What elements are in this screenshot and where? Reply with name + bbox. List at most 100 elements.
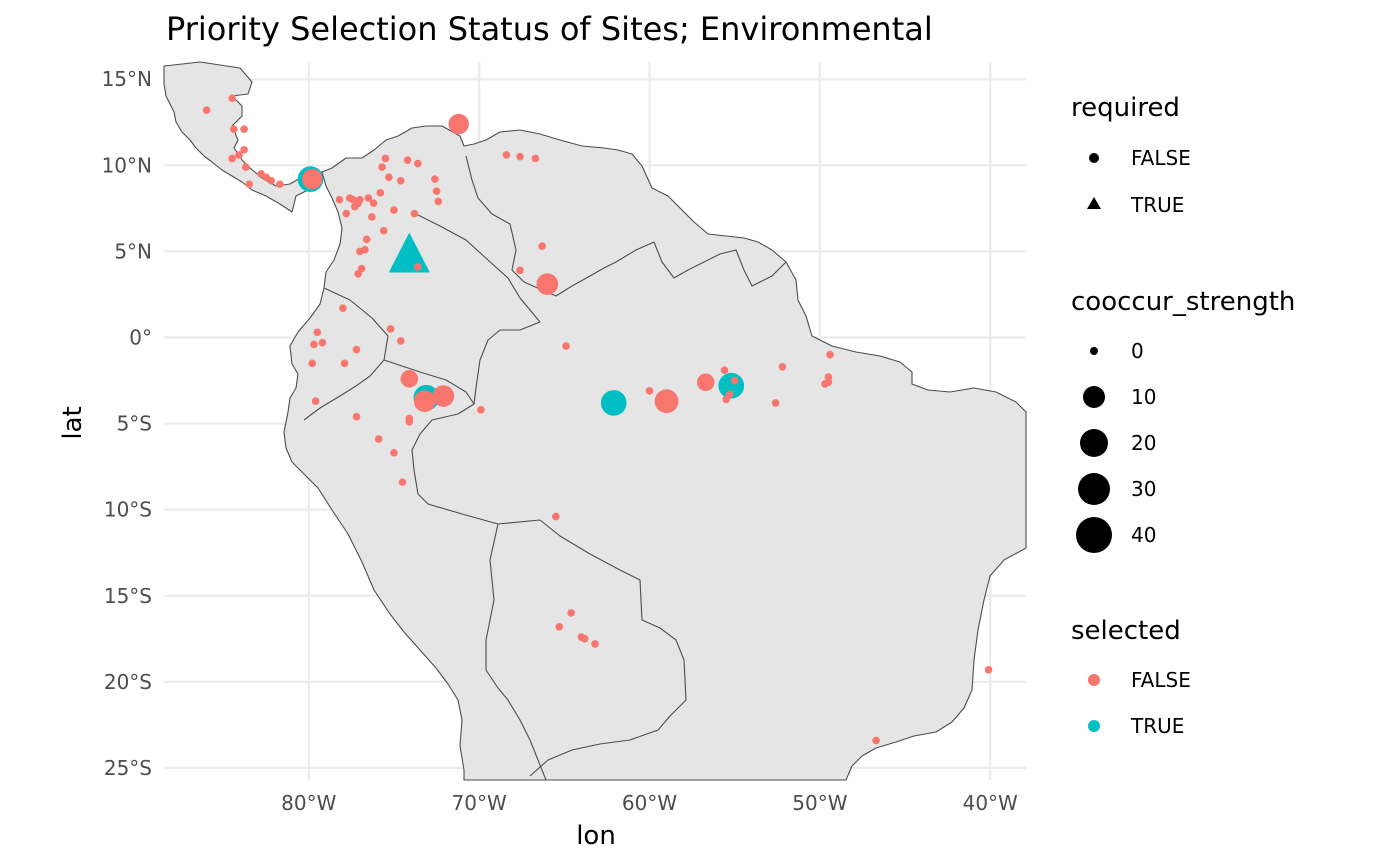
site-point: [502, 151, 511, 159]
land-south-america: [283, 125, 1027, 781]
legend-cooccur-0-symbol: [1090, 347, 1098, 355]
site-point: [345, 194, 354, 202]
site-point: [567, 609, 575, 617]
legend-cooccur-30-symbol: [1078, 473, 1110, 505]
legend-required: required FALSE TRUE: [1071, 93, 1191, 217]
site-point: [352, 345, 361, 354]
site-point: [364, 194, 373, 202]
site-point: [340, 359, 349, 368]
site-point: [591, 640, 599, 648]
site-point: [267, 177, 276, 185]
site-point: [730, 376, 739, 385]
legend-selected-false-label: FALSE: [1131, 668, 1191, 692]
y-tick-label: 25°S: [104, 756, 152, 780]
site-point: [374, 435, 383, 443]
site-point: [369, 199, 378, 207]
legend-cooccur-strength: cooccur_strength 0 10 20 30 40: [1071, 287, 1295, 553]
site-point: [552, 512, 560, 521]
x-axis-title: lon: [576, 821, 616, 851]
site-point: [318, 338, 327, 347]
site-point: [821, 380, 829, 388]
site-point: [434, 197, 443, 206]
legend-selected: selected FALSE TRUE: [1071, 616, 1191, 738]
site-point: [342, 209, 351, 218]
legend-required-title: required: [1071, 93, 1180, 123]
site-point: [720, 366, 729, 375]
plot-area: 80°W 70°W 60°W 50°W 40°W 15°N 10°N 5°N 0° 5°S 10°…: [102, 61, 1027, 815]
legend: required FALSE TRUE cooccur_strength 0 1…: [1071, 93, 1295, 738]
border-lines: [303, 155, 787, 781]
site-point-required: [388, 232, 430, 273]
y-tick-label: 20°S: [104, 670, 152, 694]
site-point: [432, 187, 441, 195]
site-point: [378, 163, 386, 171]
site-point: [339, 304, 347, 313]
legend-cooccur-40-label: 40: [1131, 523, 1156, 547]
legend-cooccur-20-symbol: [1080, 429, 1108, 457]
site-point: [448, 113, 469, 135]
x-tick-labels: 80°W 70°W 60°W 50°W 40°W: [281, 791, 1018, 815]
site-point: [376, 189, 385, 197]
site-point: [536, 273, 559, 295]
site-point: [872, 736, 880, 745]
site-point: [431, 175, 439, 183]
site-point: [240, 125, 248, 133]
site-point: [538, 242, 546, 251]
site-point: [362, 235, 371, 244]
site-point: [350, 202, 359, 211]
site-point: [516, 152, 524, 161]
site-point: [302, 168, 323, 190]
legend-required-true-symbol: [1087, 197, 1101, 209]
y-tick-labels: 15°N 10°N 5°N 0° 5°S 10°S 15°S 20°S 25°S: [102, 67, 152, 780]
site-point: [413, 390, 436, 413]
site-point: [645, 387, 654, 395]
land-central-america: [163, 61, 323, 213]
site-point: [241, 163, 250, 171]
site-point: [696, 373, 715, 392]
site-point: [403, 156, 412, 164]
site-point: [531, 154, 540, 163]
data-points: [202, 94, 993, 745]
site-point: [414, 159, 422, 168]
site-point: [396, 337, 405, 345]
site-point: [405, 418, 414, 426]
x-tick-label: 60°W: [622, 791, 677, 815]
site-point: [562, 342, 570, 350]
chart-title: Priority Selection Status of Sites; Envi…: [166, 10, 933, 48]
legend-cooccur-10-label: 10: [1131, 385, 1156, 409]
legend-selected-true-symbol: [1088, 720, 1100, 732]
y-tick-label: 5°S: [117, 412, 152, 436]
site-point: [381, 154, 390, 163]
site-point: [385, 173, 393, 182]
site-point: [356, 247, 364, 256]
site-point: [654, 389, 679, 414]
site-point: [235, 151, 243, 159]
site-point: [400, 370, 419, 388]
site-point: [410, 209, 419, 218]
site-point: [390, 206, 398, 214]
site-point: [310, 340, 318, 349]
x-tick-label: 70°W: [452, 791, 507, 815]
site-point: [335, 195, 344, 204]
site-point: [276, 180, 284, 189]
legend-required-false-label: FALSE: [1131, 146, 1191, 170]
y-tick-label: 10°N: [102, 153, 152, 177]
legend-cooccur-20-label: 20: [1131, 431, 1156, 455]
site-point: [477, 406, 485, 414]
y-tick-label: 0°: [129, 325, 152, 349]
site-point: [826, 350, 834, 359]
site-point: [516, 266, 524, 275]
site-point: [390, 449, 398, 457]
site-point: [555, 622, 564, 631]
site-point: [230, 125, 238, 133]
y-tick-label: 10°S: [104, 498, 152, 522]
legend-selected-true-label: TRUE: [1130, 714, 1184, 738]
site-point: [202, 106, 211, 115]
site-point: [778, 362, 787, 371]
site-point: [398, 478, 407, 486]
site-point: [245, 180, 253, 189]
legend-cooccur-0-label: 0: [1131, 339, 1144, 363]
site-point: [368, 213, 376, 221]
legend-required-false-symbol: [1089, 153, 1099, 163]
